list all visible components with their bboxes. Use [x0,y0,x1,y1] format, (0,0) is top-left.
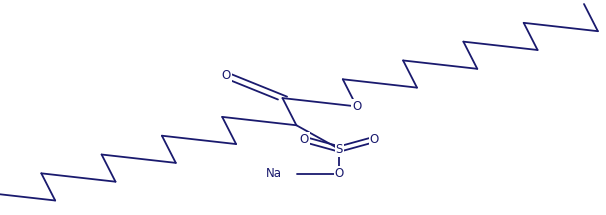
Text: O: O [370,133,379,146]
Text: O: O [222,69,231,82]
Text: S: S [336,143,343,156]
Text: Na: Na [265,167,282,180]
Text: O: O [335,167,344,180]
Text: O: O [352,100,361,113]
Text: O: O [299,133,309,146]
